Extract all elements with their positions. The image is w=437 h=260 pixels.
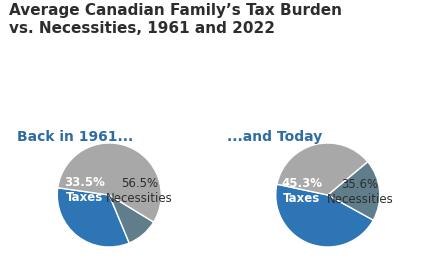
Text: Back in 1961...: Back in 1961... <box>17 130 134 144</box>
Wedge shape <box>276 184 373 247</box>
Text: 33.5%
Taxes: 33.5% Taxes <box>64 176 105 204</box>
Wedge shape <box>58 143 161 222</box>
Wedge shape <box>328 162 380 220</box>
Text: 56.5%
Necessities: 56.5% Necessities <box>106 177 173 205</box>
Text: ...and Today: ...and Today <box>227 130 323 144</box>
Wedge shape <box>109 195 154 243</box>
Text: 35.6%
Necessities: 35.6% Necessities <box>326 178 393 206</box>
Wedge shape <box>57 188 129 247</box>
Text: Average Canadian Family’s Tax Burden
vs. Necessities, 1961 and 2022: Average Canadian Family’s Tax Burden vs.… <box>9 3 342 36</box>
Text: 45.3%
Taxes: 45.3% Taxes <box>281 177 322 205</box>
Wedge shape <box>277 143 368 195</box>
